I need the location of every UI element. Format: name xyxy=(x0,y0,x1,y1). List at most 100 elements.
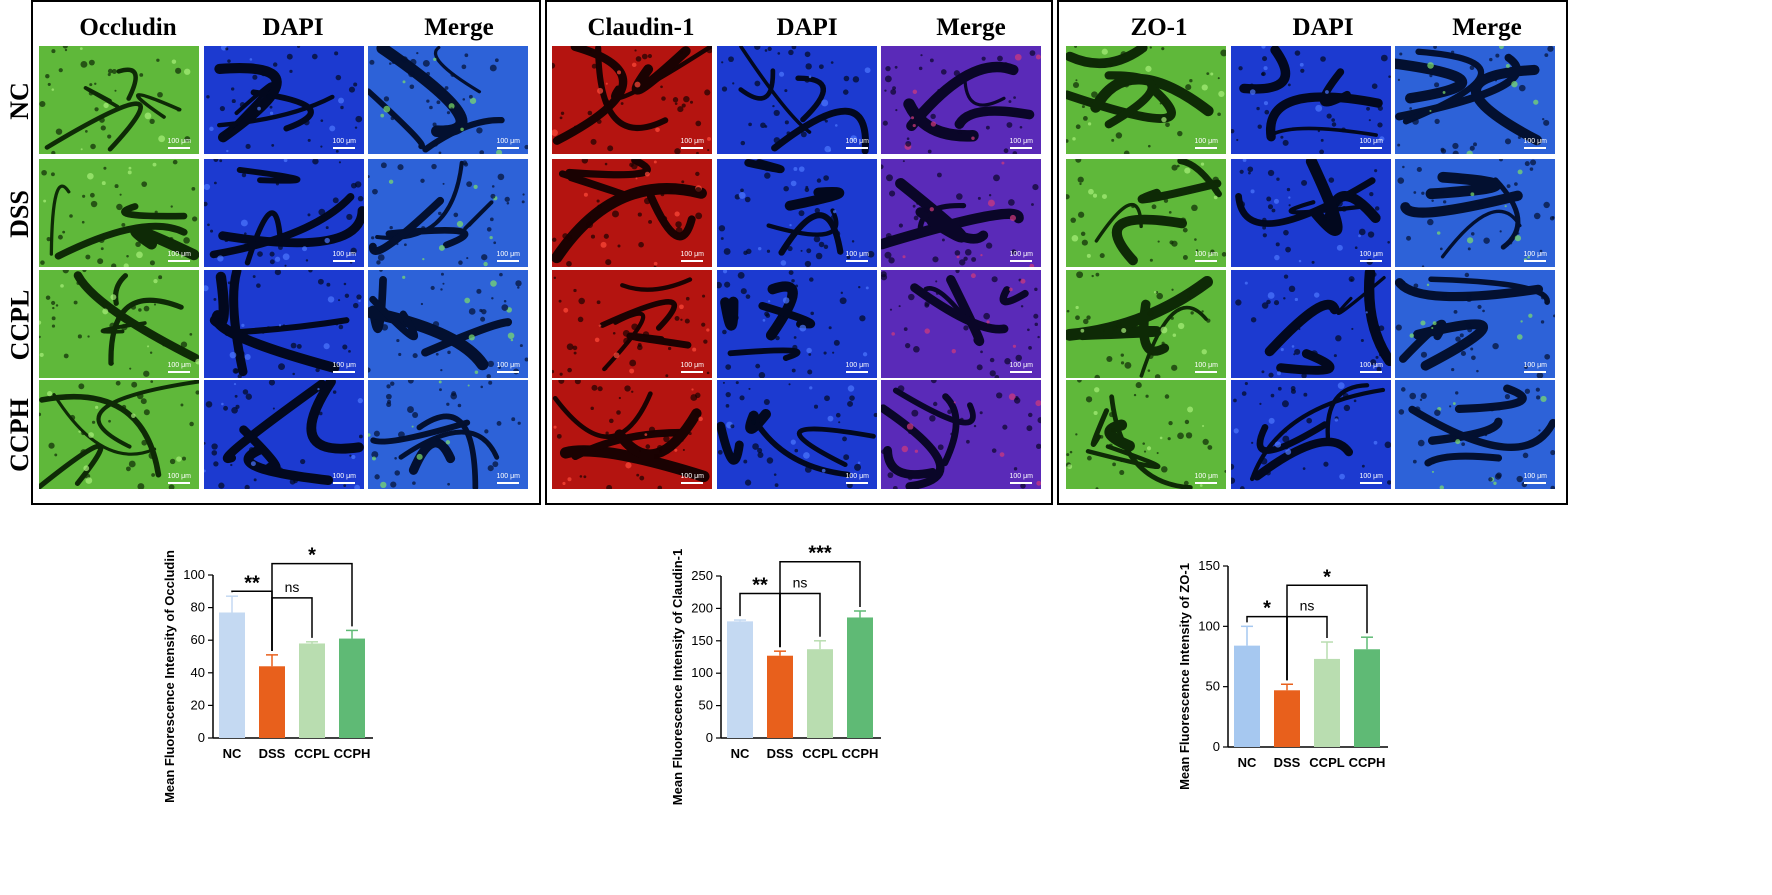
scale-bar-line xyxy=(333,371,356,373)
scale-bar-line xyxy=(333,147,356,149)
scale-bar-line xyxy=(681,371,704,373)
micrograph-ccph-merge: 100 μm xyxy=(1395,380,1555,489)
scale-bar-label: 100 μm xyxy=(1009,138,1034,145)
scale-bar-label: 100 μm xyxy=(496,251,521,258)
scale-bar-label: 100 μm xyxy=(1359,473,1384,480)
significance-bracket xyxy=(1286,584,1368,681)
scale-bar: 100 μm xyxy=(681,362,704,373)
scale-bar-line xyxy=(497,371,520,373)
scale-bar: 100 μm xyxy=(846,362,869,373)
scale-bar-label: 100 μm xyxy=(496,138,521,145)
significance-label: ns xyxy=(793,574,808,590)
micrograph-nc-merge: 100 μm xyxy=(1395,46,1555,154)
micrograph-dss-zo-1: 100 μm xyxy=(1066,159,1226,267)
scale-bar-line xyxy=(497,147,520,149)
scale-bar-line xyxy=(1360,482,1383,484)
micrograph-nc-dapi: 100 μm xyxy=(204,46,364,154)
micrograph-ccpl-occludin: 100 μm xyxy=(39,270,199,378)
scale-bar: 100 μm xyxy=(681,138,704,149)
scale-bar-line xyxy=(1524,371,1547,373)
column-header-merge: Merge xyxy=(424,14,494,41)
scale-bar: 100 μm xyxy=(167,251,192,262)
y-tick-label: 80 xyxy=(191,600,205,615)
scale-bar: 100 μm xyxy=(497,362,520,373)
bar-nc xyxy=(1234,645,1260,747)
y-axis-label: Mean Fluorescence Intensity of Claudin-1 xyxy=(670,549,685,805)
significance-bracket xyxy=(271,597,313,651)
scale-bar-label: 100 μm xyxy=(1523,473,1548,480)
bar-nc xyxy=(219,612,245,738)
y-tick-label: 0 xyxy=(706,730,713,745)
micrograph-ccpl-dapi: 100 μm xyxy=(204,270,364,378)
x-tick-label: CCPH xyxy=(842,746,879,761)
scale-bar: 100 μm xyxy=(681,473,704,484)
x-tick-label: CCPH xyxy=(334,746,371,761)
scale-bar: 100 μm xyxy=(1359,473,1384,484)
micrograph-nc-dapi: 100 μm xyxy=(717,46,877,154)
scale-bar-label: 100 μm xyxy=(1359,251,1384,258)
x-tick-label: DSS xyxy=(767,746,794,761)
micrograph-dss-dapi: 100 μm xyxy=(717,159,877,267)
scale-bar: 100 μm xyxy=(496,138,521,149)
scale-bar-line xyxy=(846,260,869,262)
column-header-dapi: DAPI xyxy=(776,14,838,41)
scale-bar-line xyxy=(1195,371,1218,373)
y-tick-label: 250 xyxy=(691,568,713,583)
significance-label: ns xyxy=(1300,598,1315,614)
micrograph-dss-merge: 100 μm xyxy=(1395,159,1555,267)
scale-bar: 100 μm xyxy=(1523,251,1548,262)
micrograph-dss-merge: 100 μm xyxy=(881,159,1041,267)
scale-bar-line xyxy=(497,260,520,262)
scale-bar: 100 μm xyxy=(1360,138,1383,149)
scale-bar: 100 μm xyxy=(681,251,704,262)
micrograph-dss-dapi: 100 μm xyxy=(1231,159,1391,267)
y-tick-label: 40 xyxy=(191,665,205,680)
micrograph-ccpl-dapi: 100 μm xyxy=(717,270,877,378)
x-tick-label: CCPL xyxy=(802,746,837,761)
micrograph-ccpl-dapi: 100 μm xyxy=(1231,270,1391,378)
scale-bar-line xyxy=(1010,147,1033,149)
scale-bar: 100 μm xyxy=(167,362,192,373)
bar-chart-zo1-svg: Mean Fluorescence Intensity of ZO-1 0 50 10… xyxy=(1177,558,1388,790)
scale-bar: 100 μm xyxy=(1010,473,1033,484)
column-header-merge: Merge xyxy=(936,14,1006,41)
micrograph-ccpl-zo-1: 100 μm xyxy=(1066,270,1226,378)
row-label-nc: NC xyxy=(5,82,34,120)
scale-bar: 100 μm xyxy=(1194,138,1219,149)
scale-bar-line xyxy=(1195,147,1218,149)
scale-bar-label: 100 μm xyxy=(1194,138,1219,145)
scale-bar-label: 100 μm xyxy=(1194,251,1219,258)
micrograph-nc-claudin-1: 100 μm xyxy=(552,46,712,154)
column-header-dapi: DAPI xyxy=(262,14,324,41)
scale-bar-line xyxy=(497,482,520,484)
y-tick-label: 0 xyxy=(1213,739,1220,754)
x-tick-label: DSS xyxy=(259,746,286,761)
significance-label: ** xyxy=(244,572,260,594)
scale-bar-line xyxy=(846,482,869,484)
scale-bar-label: 100 μm xyxy=(332,473,357,480)
micrograph-ccpl-merge: 100 μm xyxy=(881,270,1041,378)
column-header-zo1: ZO-1 xyxy=(1130,14,1188,41)
scale-bar: 100 μm xyxy=(333,251,356,262)
scale-bar-label: 100 μm xyxy=(1194,362,1219,369)
y-tick-label: 60 xyxy=(191,632,205,647)
scale-bar-label: 100 μm xyxy=(1523,251,1548,258)
scale-bar-line xyxy=(681,260,704,262)
x-tick-label: NC xyxy=(731,746,750,761)
y-tick-label: 100 xyxy=(183,567,205,582)
scale-bar-label: 100 μm xyxy=(167,362,192,369)
bar-ccpl xyxy=(299,643,325,738)
y-tick-label: 200 xyxy=(691,600,713,615)
scale-bar: 100 μm xyxy=(1009,138,1034,149)
scale-bar-label: 100 μm xyxy=(845,251,870,258)
scale-bar-line xyxy=(333,482,356,484)
micrograph-dss-merge: 100 μm xyxy=(368,159,528,267)
scale-bar: 100 μm xyxy=(846,138,869,149)
scale-bar-label: 100 μm xyxy=(167,251,192,258)
scale-bar: 100 μm xyxy=(1359,251,1384,262)
x-tick-label: NC xyxy=(1238,755,1257,770)
x-tick-label: NC xyxy=(223,746,242,761)
scale-bar: 100 μm xyxy=(333,362,356,373)
significance-label: * xyxy=(1263,598,1271,620)
scale-bar-label: 100 μm xyxy=(1194,473,1219,480)
